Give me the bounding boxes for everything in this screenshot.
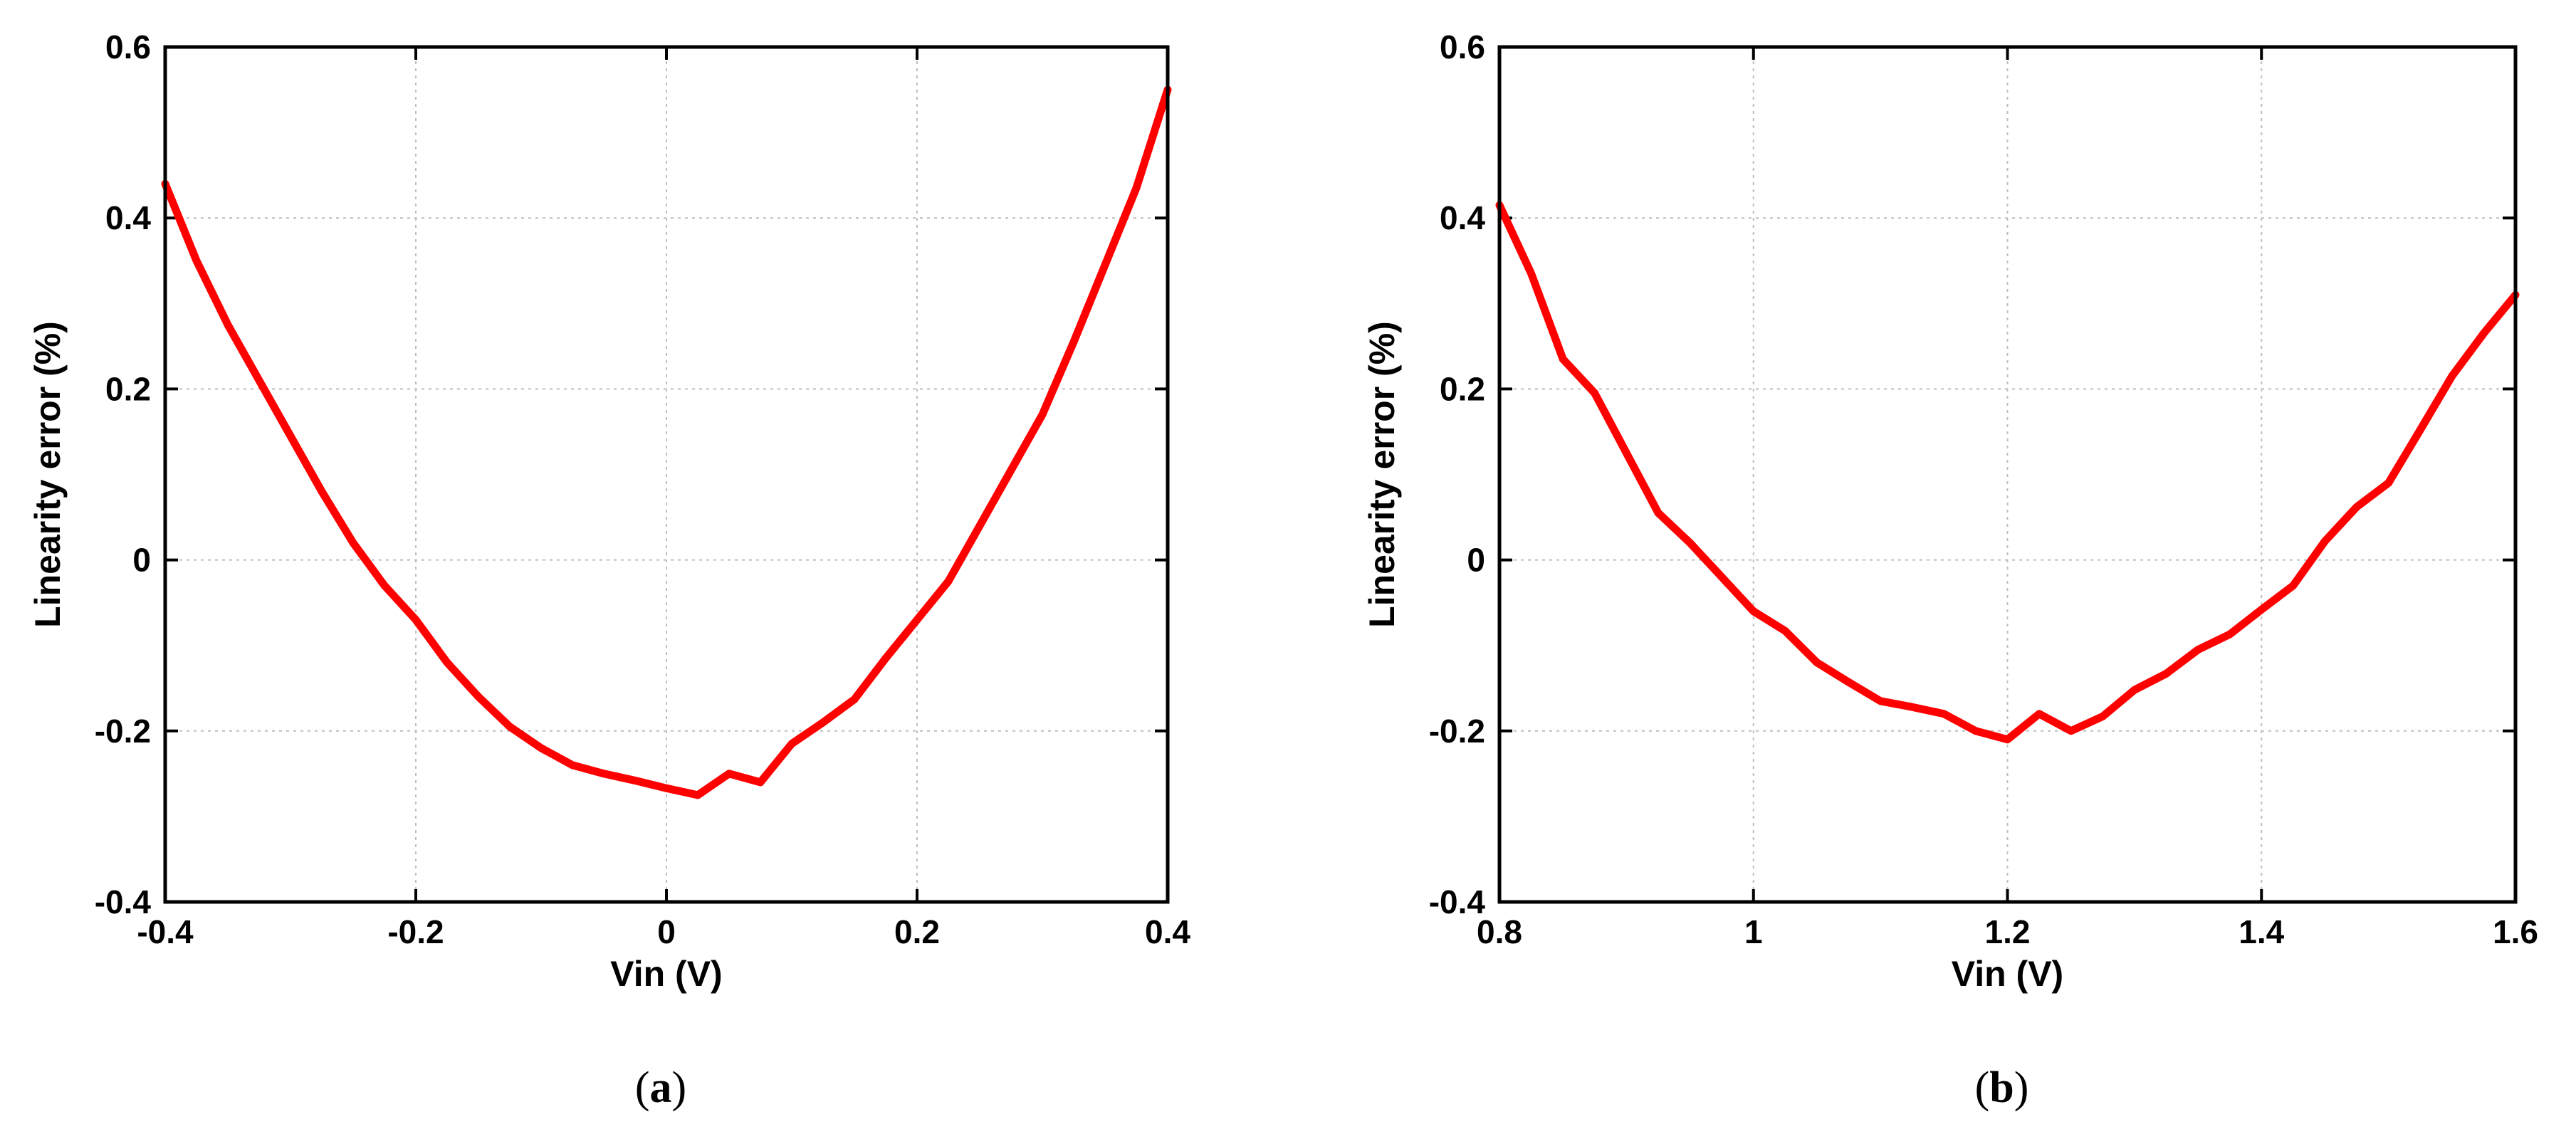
chart-a-xtick-label-0: -0.4 [137,913,194,950]
chart-b-x-axis-label: Vin (V) [1952,954,2063,994]
chart-a-xtick-label-3: 0.2 [894,913,940,950]
chart-a-y-axis-label: Linearity error (%) [28,321,68,628]
chart-b-ytick-label-0: -0.4 [1429,883,1486,920]
chart-a-caption: (a) [635,1064,686,1112]
chart-b-xtick-label-3: 1.4 [2239,913,2284,950]
chart-b-frame [1497,45,2518,904]
chart-b-y-axis-label: Linearity error (%) [1362,321,1402,628]
chart-b-xtick-label-0: 0.8 [1477,913,1522,950]
chart-a-caption-close: ) [672,1064,687,1112]
chart-a-ytick-label-2: 0 [132,542,151,579]
chart-a-caption-open: ( [635,1064,650,1112]
chart-a-xtick-label-1: -0.2 [387,913,444,950]
chart-a-xtick-label-2: 0 [657,913,676,950]
chart-a-ytick-label-0: -0.4 [95,883,152,920]
chart-b-ytick-label-5: 0.6 [1440,28,1485,65]
chart-b-caption-letter: b [1989,1064,2014,1112]
chart-a-xtick-label-4: 0.4 [1145,913,1190,950]
chart-b-caption-close: ) [2014,1064,2029,1112]
chart-b-series-line-0 [1495,201,2520,744]
chart-a-caption-letter: a [650,1064,672,1112]
chart-b-caption-open: ( [1975,1064,1990,1112]
chart-b-ytick-label-1: -0.2 [1429,713,1485,750]
chart-a-ytick-label-4: 0.4 [105,199,151,236]
chart-b-xtick-label-1: 1 [1744,913,1763,950]
chart-a-frame [163,45,1170,904]
chart-a-ytick-label-3: 0.2 [105,370,151,407]
chart-a: -0.4 -0.2 0 0.2 0.4 -0.4 -0.2 0 0.2 0.4 0.6 Vin (V)… [28,28,1190,1112]
chart-b-ytick-label-2: 0 [1467,542,1485,579]
chart-a-series-line-0 [161,85,1172,799]
chart-b-ytick-label-3: 0.2 [1440,370,1485,407]
chart-a-ytick-label-5: 0.6 [105,28,151,65]
chart-b-xtick-label-2: 1.2 [1985,913,2031,950]
chart-b-caption: (b) [1975,1064,2029,1112]
chart-b-ytick-label-4: 0.4 [1440,199,1485,236]
chart-b: 0.8 1 1.2 1.4 1.6 -0.4 -0.2 0 0.2 0.4 0.6 Vin (V) Li… [1362,28,2538,1112]
chart-a-ytick-label-1: -0.2 [95,713,151,750]
chart-b-xtick-label-4: 1.6 [2493,913,2538,950]
chart-a-x-axis-label: Vin (V) [610,954,722,994]
